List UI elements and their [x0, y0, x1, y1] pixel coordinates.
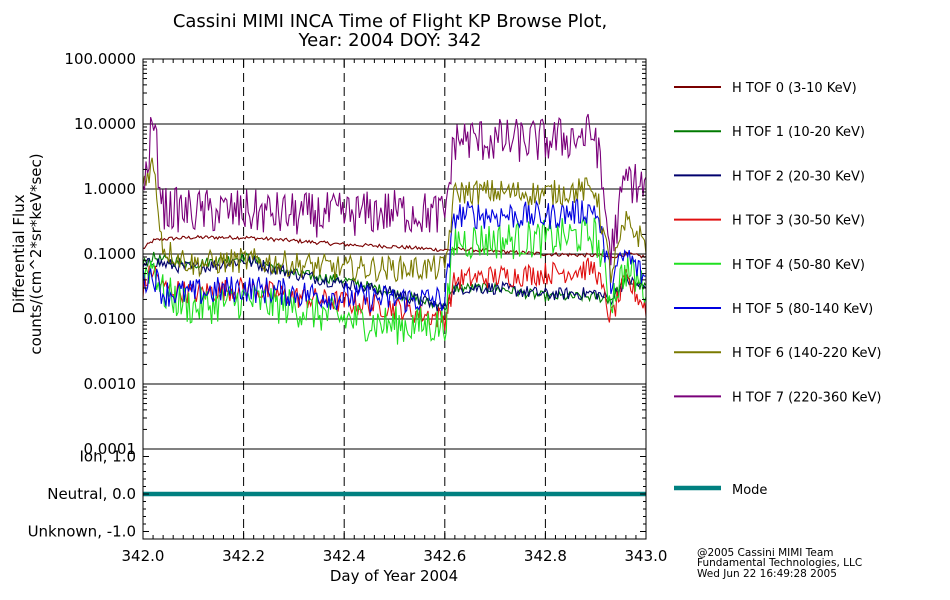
mode-y-tick-label: Neutral, 0.0 — [47, 485, 136, 503]
x-tick-label: 342.8 — [524, 547, 567, 565]
y-axis-label-line-1: Differential Flux — [10, 194, 28, 313]
y-tick-label: 10.0000 — [74, 115, 136, 133]
y-tick-label: 0.1000 — [84, 245, 137, 263]
flux-series-group — [142, 113, 647, 345]
y-tick-label: 0.0100 — [84, 310, 137, 328]
credit-line-1: @2005 Cassini MIMI Team — [697, 547, 834, 559]
x-axis-ticks: 342.0 342.2 342.4 342.6 342.8 343.0 — [122, 59, 668, 565]
y-tick-label: 1.0000 — [84, 180, 137, 198]
legend: H TOF 0 (3-10 KeV) H TOF 1 (10-20 KeV) H T… — [674, 81, 881, 498]
y-tick-label: 0.0001 — [84, 440, 137, 458]
legend-label-h-tof-7-220-360-kev: H TOF 7 (220-360 KeV) — [732, 390, 881, 405]
legend-label-h-tof-2-20-30-kev: H TOF 2 (20-30 KeV) — [732, 169, 865, 184]
mode-y-ticks: Ion, 1.0 Neutral, 0.0 Unknown, -1.0 — [28, 448, 646, 541]
x-tick-label: 342.2 — [222, 547, 265, 565]
x-tick-label: 342.0 — [122, 547, 165, 565]
series-line-h-tof-3-30-50-kev — [142, 257, 647, 331]
x-tick-label: 342.6 — [423, 547, 466, 565]
series-line-h-tof-2-20-30-kev — [142, 254, 647, 312]
y-tick-label: 100.0000 — [64, 50, 136, 68]
series-line-h-tof-4-50-80-kev — [142, 217, 647, 345]
credit-line-3: Wed Jun 22 16:49:28 2005 — [697, 568, 837, 580]
legend-label-h-tof-0-3-10-kev: H TOF 0 (3-10 KeV) — [732, 81, 857, 96]
title-line-2: Year: 2004 DOY: 342 — [298, 30, 482, 51]
legend-label-h-tof-3-30-50-kev: H TOF 3 (30-50 KeV) — [732, 214, 865, 229]
legend-label-h-tof-1-10-20-kev: H TOF 1 (10-20 KeV) — [732, 125, 865, 140]
series-line-h-tof-6-140-220-kev — [142, 157, 647, 283]
legend-label-mode: Mode — [732, 483, 767, 498]
mode-y-tick-label: Unknown, -1.0 — [28, 523, 136, 541]
y-axis-label-line-2: counts/(cm^2*sr*keV*sec) — [27, 153, 45, 354]
series-line-h-tof-0-3-10-kev — [142, 234, 647, 259]
title-line-1: Cassini MIMI INCA Time of Flight KP Brow… — [173, 11, 607, 32]
legend-label-h-tof-5-80-140-kev: H TOF 5 (80-140 KeV) — [732, 302, 873, 317]
y-tick-label: 0.0010 — [84, 375, 137, 393]
credit-line-2: Fundamental Technologies, LLC — [697, 557, 862, 569]
mode-y-tick-label: Ion, 1.0 — [80, 448, 137, 466]
flux-y-ticks: 100.0000 10.0000 1.0000 0.1000 0.0100 0.0010 0… — [64, 50, 646, 458]
legend-label-h-tof-4-50-80-kev: H TOF 4 (50-80 KeV) — [732, 258, 865, 273]
x-tick-label: 342.4 — [323, 547, 366, 565]
legend-label-h-tof-6-140-220-kev: H TOF 6 (140-220 KeV) — [732, 346, 881, 361]
x-tick-label: 343.0 — [625, 547, 668, 565]
series-line-h-tof-7-220-360-kev — [142, 113, 647, 266]
x-axis-label: Day of Year 2004 — [330, 567, 458, 585]
